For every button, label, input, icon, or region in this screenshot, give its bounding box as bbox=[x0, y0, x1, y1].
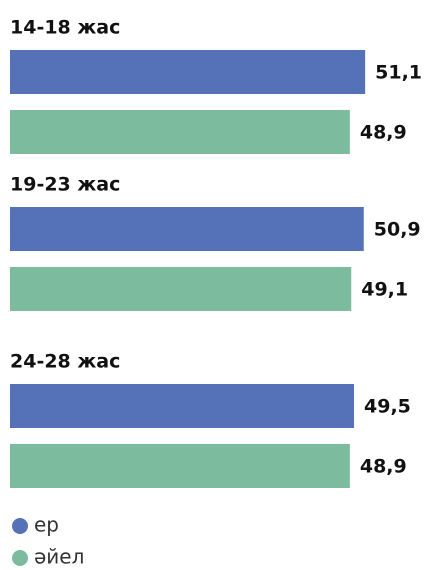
bar bbox=[10, 110, 350, 154]
value-label: 48,9 bbox=[360, 122, 407, 144]
legend-label: ер bbox=[34, 513, 59, 537]
bar bbox=[10, 50, 366, 94]
value-label: 49,5 bbox=[364, 396, 411, 418]
value-label: 48,9 bbox=[360, 456, 407, 478]
value-label: 51,1 bbox=[375, 62, 422, 84]
bar bbox=[10, 384, 355, 428]
legend-label: әйел bbox=[34, 545, 84, 569]
legend-marker bbox=[12, 518, 28, 534]
category-label: 14-18 жас bbox=[10, 17, 120, 39]
bar bbox=[10, 267, 352, 311]
bar bbox=[10, 444, 350, 488]
bar bbox=[10, 207, 364, 251]
value-label: 49,1 bbox=[361, 279, 408, 301]
category-label: 19-23 жас bbox=[10, 174, 120, 196]
category-label: 24-28 жас bbox=[10, 351, 120, 373]
value-label: 50,9 bbox=[374, 219, 421, 241]
legend-marker bbox=[12, 550, 28, 566]
